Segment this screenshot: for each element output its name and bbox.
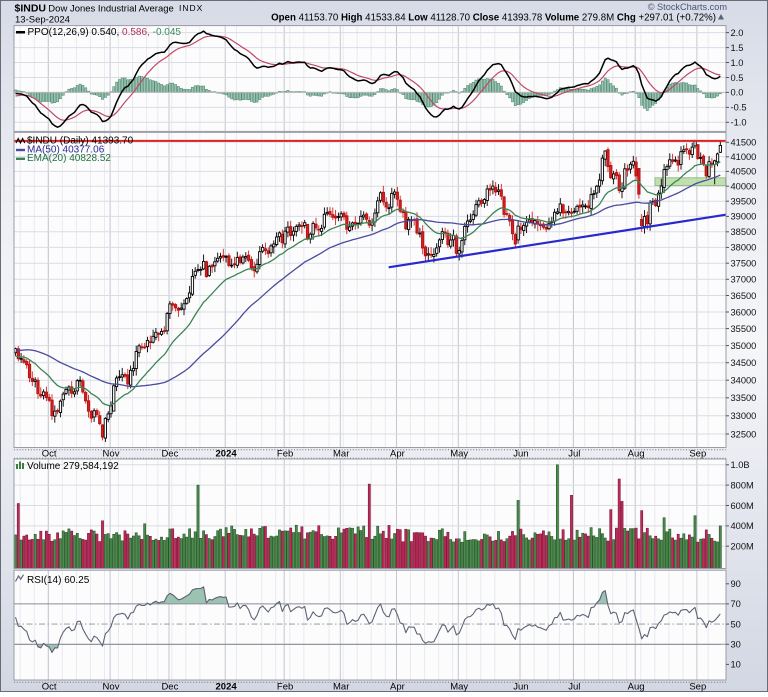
- svg-text:34500: 34500: [731, 358, 757, 368]
- svg-text:1.0: 1.0: [731, 58, 744, 68]
- svg-text:Nov: Nov: [103, 681, 120, 692]
- svg-text:2024: 2024: [216, 681, 238, 692]
- svg-text:Dec: Dec: [161, 681, 178, 692]
- svg-text:$INDU (Daily) 41393.70: $INDU (Daily) 41393.70: [27, 136, 134, 147]
- svg-text:70: 70: [731, 599, 741, 609]
- svg-text:Sep: Sep: [689, 681, 706, 692]
- svg-text:MA(50) 40377.06: MA(50) 40377.06: [27, 144, 105, 155]
- svg-text:800M: 800M: [731, 480, 754, 490]
- svg-text:Dow Jones Industrial Average: Dow Jones Industrial Average: [48, 4, 174, 15]
- svg-text:39000: 39000: [731, 212, 757, 222]
- svg-text:Oct: Oct: [42, 449, 57, 460]
- svg-text:-1.0: -1.0: [731, 118, 747, 128]
- svg-text:0.5: 0.5: [731, 73, 744, 83]
- svg-text:41000: 41000: [731, 152, 757, 162]
- svg-text:40000: 40000: [731, 182, 757, 192]
- svg-text:2.0: 2.0: [731, 28, 744, 38]
- svg-text:Jul: Jul: [568, 681, 580, 692]
- svg-text:RSI(14) 60.25: RSI(14) 60.25: [27, 575, 90, 586]
- svg-text:10: 10: [731, 660, 741, 670]
- svg-text:-0.5: -0.5: [731, 103, 747, 113]
- svg-text:35000: 35000: [731, 341, 757, 351]
- svg-text:Aug: Aug: [628, 681, 645, 692]
- svg-text:33500: 33500: [731, 393, 757, 403]
- svg-text:Mar: Mar: [333, 449, 349, 460]
- svg-text:Dec: Dec: [161, 449, 178, 460]
- svg-text:41500: 41500: [731, 138, 757, 148]
- svg-text:May: May: [450, 681, 468, 692]
- svg-text:Open 41153.70 High 41533.84 Lo: Open 41153.70 High 41533.84 Low 41128.70…: [271, 13, 716, 24]
- svg-text:50: 50: [731, 619, 741, 629]
- svg-text:200M: 200M: [731, 542, 754, 552]
- svg-text:13-Sep-2024: 13-Sep-2024: [15, 14, 70, 25]
- svg-text:0.0: 0.0: [731, 88, 744, 98]
- svg-text:Apr: Apr: [390, 681, 405, 692]
- svg-text:34000: 34000: [731, 376, 757, 386]
- svg-text:May: May: [450, 449, 468, 460]
- svg-text:1.0B: 1.0B: [731, 460, 750, 470]
- svg-text:PPO(12,26,9) 0.540, 0.586, -0.: PPO(12,26,9) 0.540, 0.586, -0.045: [28, 27, 182, 38]
- svg-text:35500: 35500: [731, 324, 757, 334]
- svg-text:Jun: Jun: [513, 449, 528, 460]
- svg-text:37000: 37000: [731, 275, 757, 285]
- svg-text:Apr: Apr: [390, 449, 405, 460]
- svg-text:90: 90: [731, 579, 741, 589]
- svg-text:Feb: Feb: [277, 449, 293, 460]
- svg-text:Feb: Feb: [277, 681, 293, 692]
- svg-text:Jul: Jul: [568, 449, 580, 460]
- svg-text:Nov: Nov: [103, 449, 120, 460]
- svg-text:Mar: Mar: [333, 681, 349, 692]
- svg-text:Oct: Oct: [42, 681, 57, 692]
- svg-text:40500: 40500: [731, 167, 757, 177]
- svg-text:Jun: Jun: [513, 681, 528, 692]
- svg-text:33000: 33000: [731, 411, 757, 421]
- svg-text:Sep: Sep: [689, 449, 706, 460]
- svg-text:Aug: Aug: [628, 449, 645, 460]
- svg-text:400M: 400M: [731, 521, 754, 531]
- svg-text:1.5: 1.5: [731, 43, 744, 53]
- svg-text:37500: 37500: [731, 259, 757, 269]
- svg-text:36500: 36500: [731, 291, 757, 301]
- svg-text:39500: 39500: [731, 197, 757, 207]
- svg-text:2024: 2024: [216, 449, 238, 460]
- svg-text:36000: 36000: [731, 307, 757, 317]
- svg-text:INDX: INDX: [179, 3, 203, 13]
- svg-text:EMA(20) 40828.52: EMA(20) 40828.52: [27, 153, 111, 164]
- svg-text:32500: 32500: [731, 429, 757, 439]
- svg-text:30: 30: [731, 640, 741, 650]
- svg-text:38000: 38000: [731, 243, 757, 253]
- svg-text:38500: 38500: [731, 227, 757, 237]
- svg-text:© StockCharts.com: © StockCharts.com: [648, 2, 728, 12]
- svg-text:$INDU: $INDU: [15, 3, 47, 15]
- svg-text:600M: 600M: [731, 501, 754, 511]
- svg-text:Volume 279,584,192: Volume 279,584,192: [27, 461, 119, 472]
